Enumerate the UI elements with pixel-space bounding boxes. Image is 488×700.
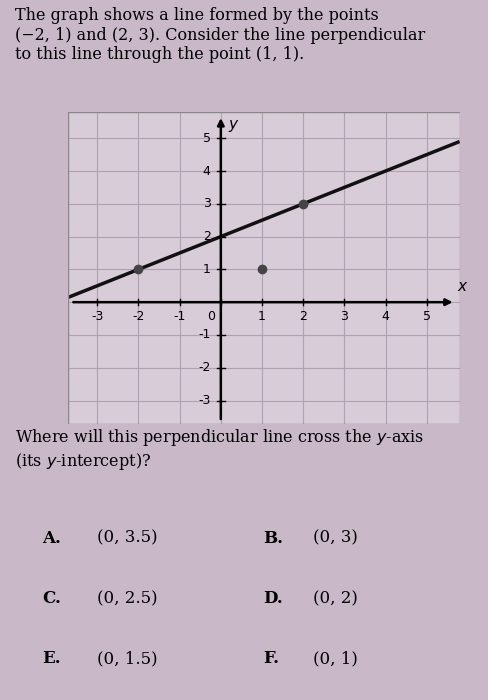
- Text: A.: A.: [42, 529, 61, 547]
- Text: The graph shows a line formed by the points
(−2, 1) and (2, 3). Consider the lin: The graph shows a line formed by the poi…: [15, 7, 424, 63]
- Text: 1: 1: [202, 263, 210, 276]
- Text: x: x: [457, 279, 466, 294]
- Text: (0, 2.5): (0, 2.5): [97, 590, 158, 607]
- Text: B.: B.: [263, 529, 282, 547]
- Text: -3: -3: [91, 310, 103, 323]
- Text: -1: -1: [173, 310, 185, 323]
- Text: (0, 1): (0, 1): [313, 650, 358, 668]
- Text: 5: 5: [202, 132, 210, 145]
- Text: 1: 1: [258, 310, 265, 323]
- Text: 0: 0: [206, 310, 214, 323]
- Text: y: y: [228, 117, 237, 132]
- Text: D.: D.: [263, 590, 282, 607]
- Text: 2: 2: [202, 230, 210, 243]
- Text: 2: 2: [299, 310, 306, 323]
- Text: -1: -1: [198, 328, 210, 342]
- Text: 3: 3: [202, 197, 210, 210]
- Text: (0, 2): (0, 2): [313, 590, 358, 607]
- Text: C.: C.: [42, 590, 61, 607]
- Text: F.: F.: [263, 650, 278, 668]
- Text: 5: 5: [422, 310, 430, 323]
- Text: -2: -2: [198, 361, 210, 374]
- Text: (0, 3.5): (0, 3.5): [97, 529, 158, 547]
- Text: Where will this perpendicular line cross the $y$-axis
(its $y$-intercept)?: Where will this perpendicular line cross…: [15, 427, 423, 472]
- Text: 4: 4: [381, 310, 388, 323]
- Text: -3: -3: [198, 394, 210, 407]
- Text: (0, 1.5): (0, 1.5): [97, 650, 158, 668]
- Text: E.: E.: [42, 650, 61, 668]
- Text: 3: 3: [340, 310, 347, 323]
- Text: 4: 4: [202, 164, 210, 178]
- Text: (0, 3): (0, 3): [313, 529, 358, 547]
- Text: -2: -2: [132, 310, 144, 323]
